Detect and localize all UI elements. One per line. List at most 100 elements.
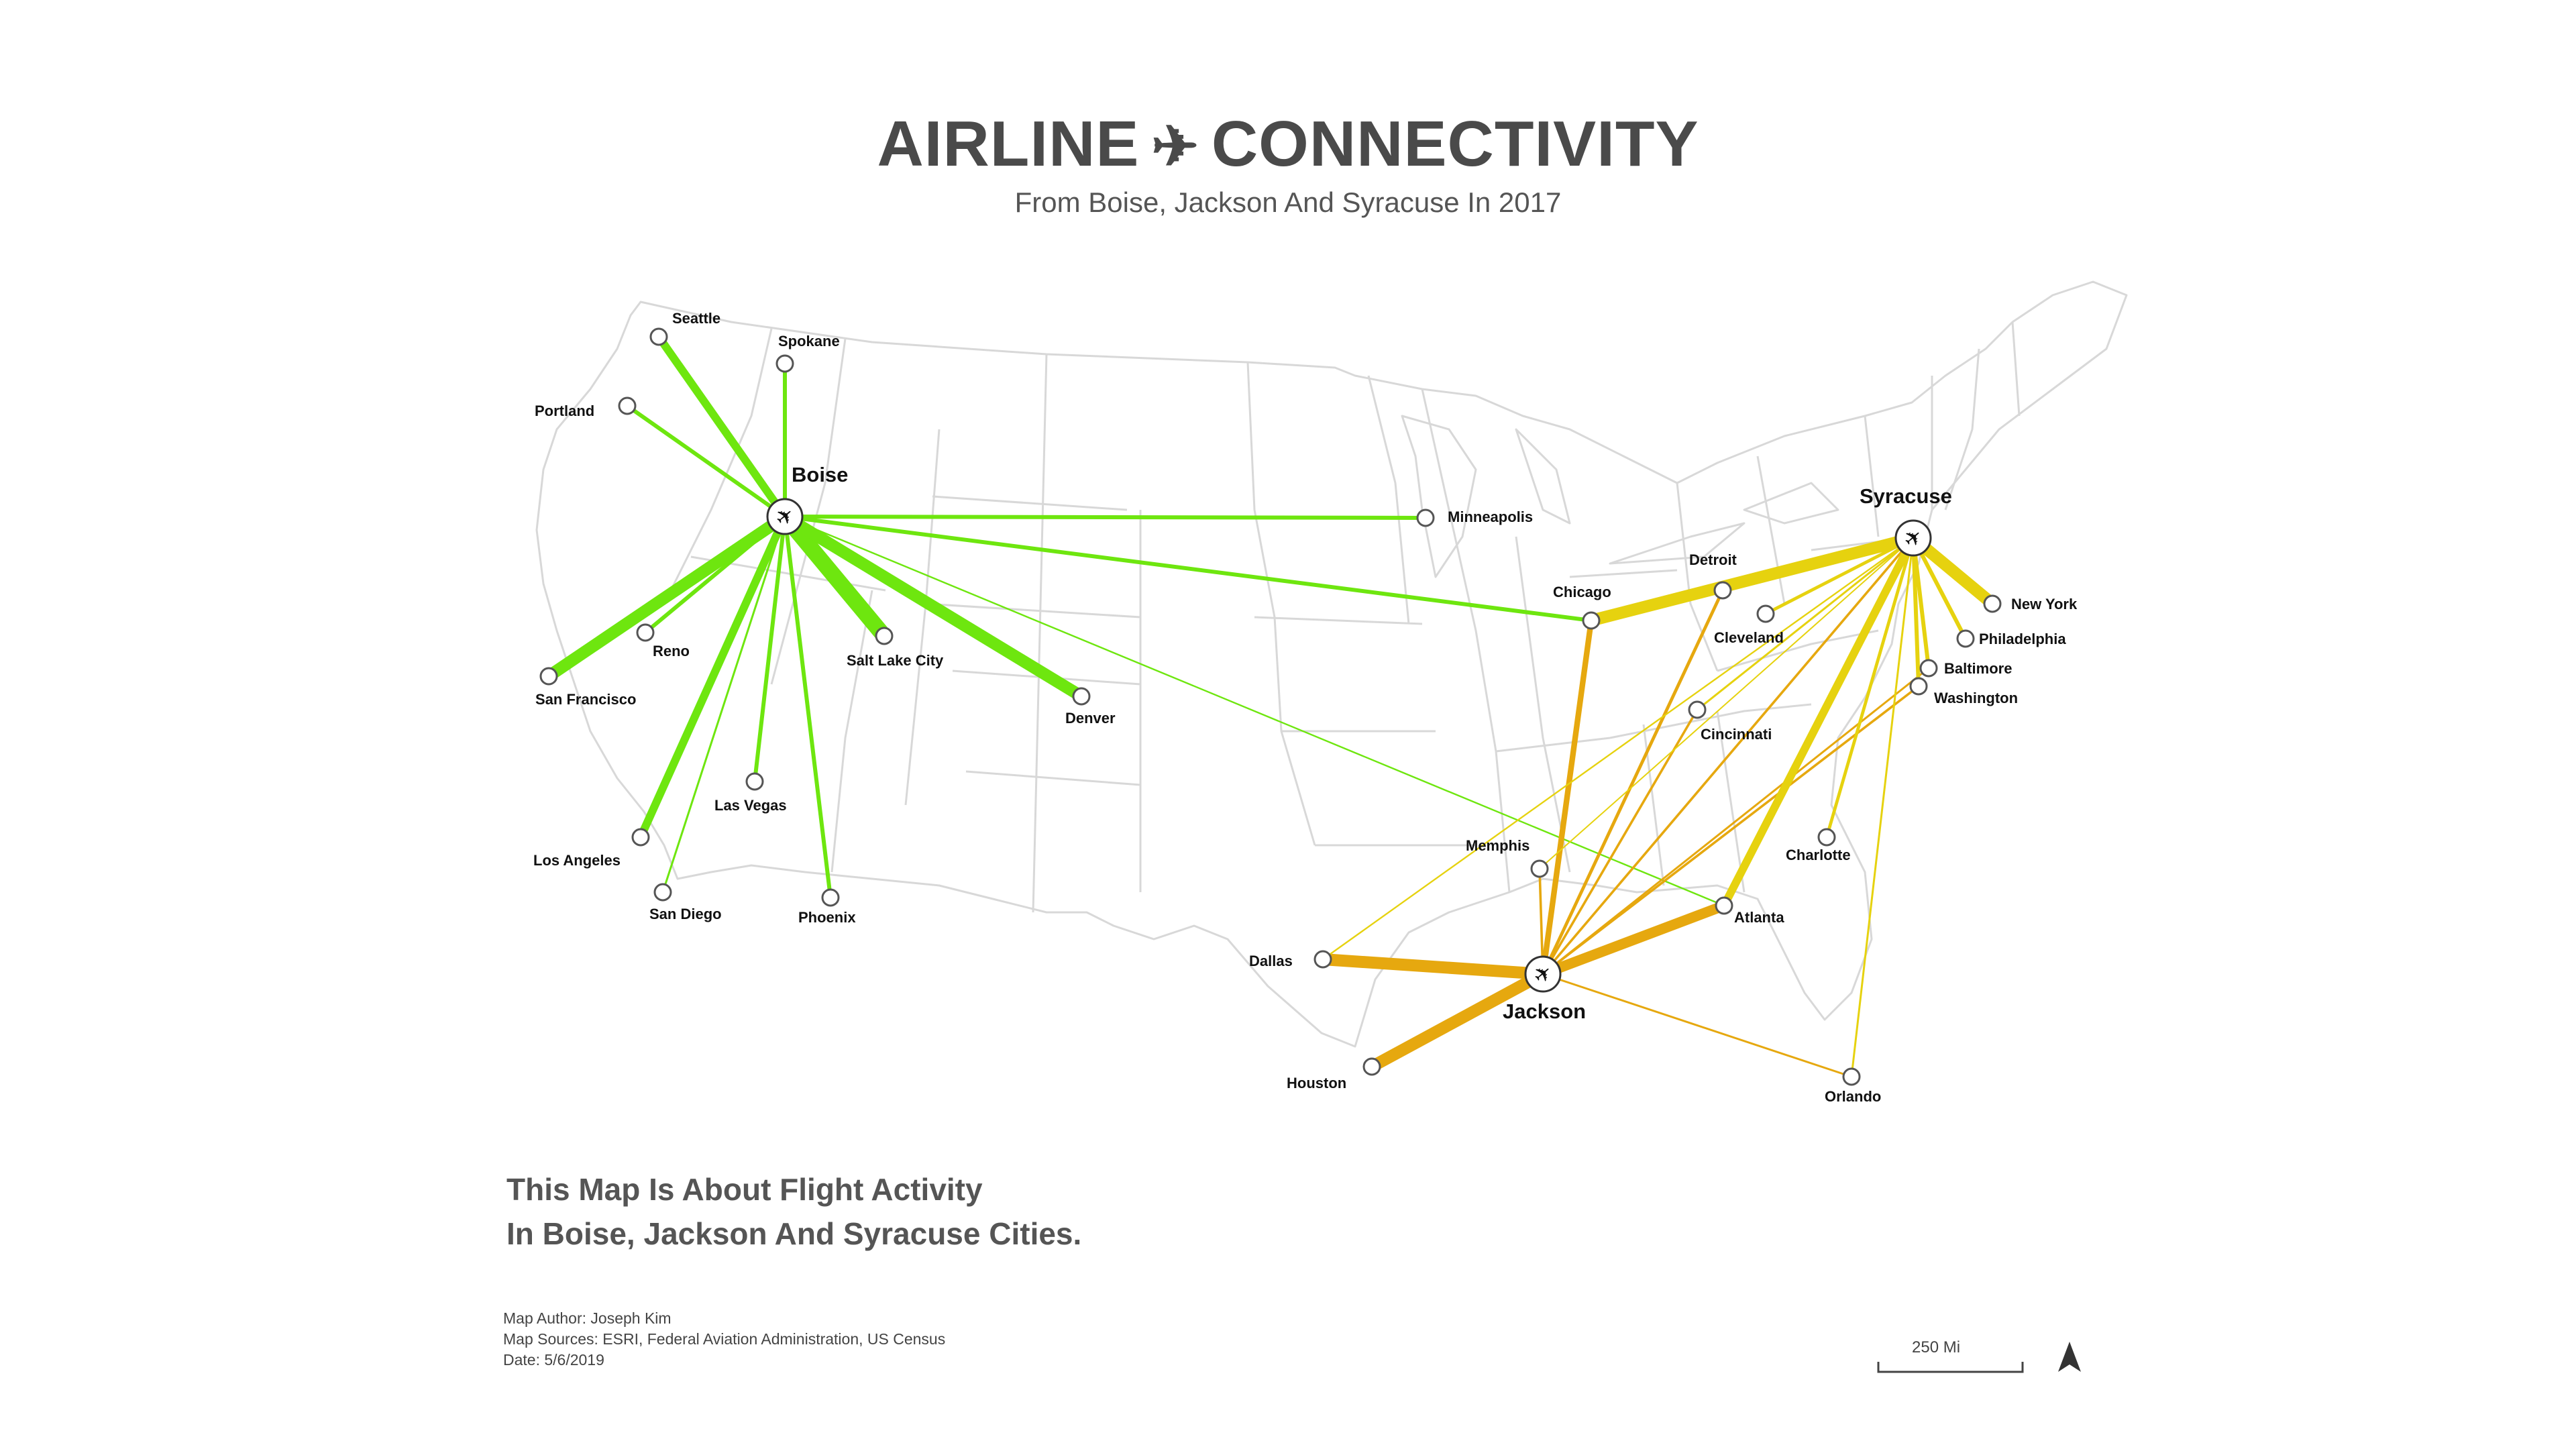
map-credits: Map Author: Joseph Kim Map Sources: ESRI… xyxy=(503,1308,945,1371)
title-left: AIRLINE xyxy=(877,108,1140,180)
city-label-washington: Washington xyxy=(1934,690,2019,706)
plane-icon: ✈ xyxy=(1151,115,1199,178)
route-syracuse-charlotte xyxy=(1825,537,1915,838)
route-boise-chicago xyxy=(784,515,1592,623)
route-jackson-houston xyxy=(1368,969,1546,1072)
route-syracuse-chicago xyxy=(1589,532,1915,627)
city-marker-baltimore[interactable] xyxy=(1919,659,1938,678)
route-jackson-chicago xyxy=(1540,620,1595,975)
city-label-phoenix: Phoenix xyxy=(798,909,856,926)
city-marker-las-vegas[interactable] xyxy=(745,772,764,791)
city-label-baltimore: Baltimore xyxy=(1944,660,2012,677)
city-marker-houston[interactable] xyxy=(1362,1057,1381,1076)
route-jackson-dallas xyxy=(1322,953,1544,980)
city-marker-los-angeles[interactable] xyxy=(631,828,650,847)
city-label-atlanta: Atlanta xyxy=(1734,909,1784,926)
great-lakes xyxy=(1401,415,1839,578)
city-marker-salt-lake-city[interactable] xyxy=(875,627,894,645)
route-syracuse-orlando xyxy=(1850,537,1915,1077)
city-marker-dallas[interactable] xyxy=(1313,950,1332,969)
city-label-cleveland: Cleveland xyxy=(1714,629,1784,646)
us-outline xyxy=(535,280,2128,1048)
route-lines xyxy=(545,334,1996,1078)
route-boise-phoenix xyxy=(783,516,833,898)
city-label-salt-lake-city: Salt Lake City xyxy=(847,652,944,669)
route-syracuse-dallas xyxy=(1322,537,1914,960)
city-marker-phoenix[interactable] xyxy=(821,888,840,907)
credit-sources: Map Sources: ESRI, Federal Aviation Admi… xyxy=(503,1330,946,1348)
title-right: CONNECTIVITY xyxy=(1211,108,1699,180)
city-marker-reno[interactable] xyxy=(636,623,655,642)
city-label-denver: Denver xyxy=(1065,710,1116,727)
hub-marker-boise[interactable]: ✈ xyxy=(766,498,804,535)
city-label-chicago: Chicago xyxy=(1553,584,1611,600)
route-boise-atlanta xyxy=(784,515,1725,907)
city-label-reno: Reno xyxy=(653,643,690,659)
description-line-1: This Map Is About Flight Activity xyxy=(506,1172,983,1207)
route-syracuse-memphis xyxy=(1539,537,1914,869)
route-jackson-orlando xyxy=(1542,973,1852,1078)
route-jackson-syracuse xyxy=(1542,537,1915,975)
hub-marker-syracuse[interactable]: ✈ xyxy=(1894,519,1932,557)
route-syracuse-atlanta xyxy=(1720,536,1917,908)
route-boise-los-angeles xyxy=(637,515,789,839)
city-label-dallas: Dallas xyxy=(1249,953,1293,969)
city-marker-san-francisco[interactable] xyxy=(539,667,558,686)
city-label-san-diego: San Diego xyxy=(649,906,722,922)
city-marker-san-diego[interactable] xyxy=(653,883,672,902)
city-marker-chicago[interactable] xyxy=(1582,611,1601,630)
route-syracuse-washington xyxy=(1911,537,1921,687)
city-markers: ✈ ✈ ✈ xyxy=(539,327,2002,1086)
city-marker-atlanta[interactable] xyxy=(1715,896,1733,915)
credit-date: Date: 5/6/2019 xyxy=(503,1351,604,1368)
credit-author: Map Author: Joseph Kim xyxy=(503,1309,672,1327)
route-boise-salt-lake-city xyxy=(778,511,891,641)
route-boise-portland xyxy=(626,404,786,519)
route-jackson-baltimore xyxy=(1542,667,1929,975)
city-label-spokane: Spokane xyxy=(778,333,840,350)
route-boise-denver xyxy=(782,511,1085,702)
city-marker-minneapolis[interactable] xyxy=(1416,508,1435,527)
city-marker-washington[interactable] xyxy=(1909,677,1928,696)
route-jackson-detroit xyxy=(1541,589,1725,975)
map-description: This Map Is About Flight Activity In Boi… xyxy=(506,1167,1081,1256)
route-boise-minneapolis xyxy=(784,515,1426,520)
city-label-minneapolis: Minneapolis xyxy=(1448,508,1534,525)
city-marker-memphis[interactable] xyxy=(1530,859,1549,878)
state-lines xyxy=(669,321,2021,913)
city-label-new-york: New York xyxy=(2011,596,2078,612)
route-jackson-cincinnati xyxy=(1542,709,1699,975)
scale-bar xyxy=(1877,1362,2024,1373)
city-marker-denver[interactable] xyxy=(1072,687,1091,706)
city-marker-spokane[interactable] xyxy=(775,354,794,373)
map-title: AIRLINE ✈ CONNECTIVITY xyxy=(0,107,2576,181)
route-boise-san-diego xyxy=(661,516,786,893)
route-boise-san-francisco xyxy=(545,511,789,682)
hub-label-syracuse: Syracuse xyxy=(1860,484,1952,508)
city-label-seattle: Seattle xyxy=(672,310,721,327)
route-syracuse-cleveland xyxy=(1764,536,1915,616)
city-label-orlando: Orlando xyxy=(1825,1088,1882,1105)
hub-marker-jackson[interactable]: ✈ xyxy=(1524,955,1562,993)
city-marker-new-york[interactable] xyxy=(1983,594,2002,613)
scale-label: 250 Mi xyxy=(1912,1338,1961,1356)
city-label-philadelphia: Philadelphia xyxy=(1979,631,2066,647)
route-boise-las-vegas xyxy=(753,516,787,782)
map-subtitle: From Boise, Jackson And Syracuse In 2017 xyxy=(1014,186,1562,218)
city-marker-detroit[interactable] xyxy=(1713,581,1732,600)
route-jackson-atlanta xyxy=(1541,900,1726,979)
city-label-detroit: Detroit xyxy=(1689,551,1737,568)
city-marker-philadelphia[interactable] xyxy=(1956,629,1975,648)
city-label-los-angeles: Los Angeles xyxy=(533,852,621,869)
city-marker-portland[interactable] xyxy=(618,396,637,415)
city-marker-seattle[interactable] xyxy=(649,327,668,346)
city-marker-cleveland[interactable] xyxy=(1756,604,1775,623)
city-marker-cincinnati[interactable] xyxy=(1688,700,1707,719)
city-marker-orlando[interactable] xyxy=(1842,1067,1861,1086)
description-line-2: In Boise, Jackson And Syracuse Cities. xyxy=(506,1216,1082,1251)
city-marker-charlotte[interactable] xyxy=(1817,828,1836,847)
route-syracuse-philadelphia xyxy=(1911,537,1968,640)
city-label-charlotte: Charlotte xyxy=(1786,847,1851,863)
north-arrow-icon xyxy=(2058,1342,2081,1372)
